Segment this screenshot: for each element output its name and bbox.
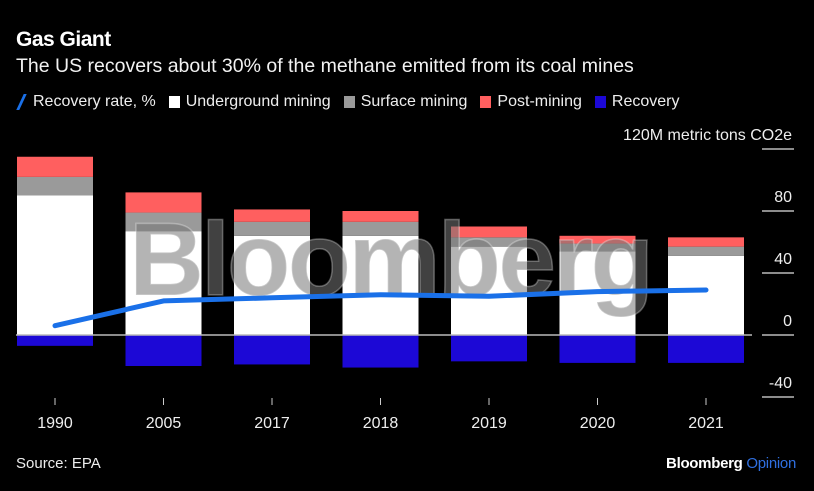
legend-label: Surface mining — [360, 93, 468, 110]
brand-logo: Bloomberg Opinion — [666, 455, 796, 472]
bar-post-mining-2021 — [668, 237, 744, 247]
chart-title: Gas Giant — [16, 28, 111, 51]
swatch-icon — [594, 96, 606, 108]
legend-label: Recovery — [611, 93, 680, 110]
legend-label: Recovery rate, % — [33, 93, 156, 110]
bar-underground-mining-2018 — [342, 235, 419, 335]
swatch-icon — [343, 96, 355, 108]
bar-surface-mining-2019 — [451, 237, 527, 247]
swatch-icon — [168, 96, 180, 108]
legend-item-post-mining: Post-mining — [480, 93, 582, 111]
bar-surface-mining-1990 — [17, 176, 93, 196]
legend-label: Underground mining — [185, 93, 331, 110]
bar-post-mining-2019 — [451, 226, 527, 238]
legend-item-underground: Underground mining — [168, 93, 331, 111]
bar-underground-mining-2005 — [125, 231, 202, 335]
bar-recovery-2018 — [342, 335, 419, 368]
y-tick-label: 80 — [774, 189, 792, 206]
bar-underground-mining-2021 — [668, 255, 744, 335]
bar-underground-mining-2019 — [451, 246, 527, 335]
bar-surface-mining-2017 — [234, 221, 310, 236]
bar-recovery-2021 — [668, 335, 744, 363]
bar-recovery-2017 — [234, 335, 310, 365]
bar-surface-mining-2018 — [342, 221, 419, 236]
bar-post-mining-2005 — [125, 192, 202, 213]
bar-post-mining-1990 — [17, 156, 93, 177]
y-tick-label: 120M metric tons CO2e — [623, 127, 792, 144]
bar-post-mining-2020 — [559, 235, 636, 244]
x-tick-label: 2020 — [580, 415, 616, 432]
y-tick-label: 40 — [774, 251, 792, 268]
bar-underground-mining-1990 — [17, 195, 93, 335]
bar-post-mining-2018 — [342, 211, 419, 222]
bar-surface-mining-2021 — [668, 246, 744, 256]
bar-post-mining-2017 — [234, 209, 310, 222]
y-tick-label: 0 — [783, 313, 792, 330]
legend-item-recovery: Recovery — [594, 93, 680, 111]
brand-accent: Opinion — [746, 455, 796, 472]
chart-subtitle: The US recovers about 30% of the methane… — [16, 55, 634, 77]
legend: Recovery rate, % Underground mining Surf… — [16, 93, 692, 111]
legend-item-recovery-rate: Recovery rate, % — [16, 93, 156, 111]
source-note: Source: EPA — [16, 455, 101, 472]
swatch-icon — [480, 96, 492, 108]
x-tick-label: 2017 — [254, 415, 290, 432]
bar-recovery-2005 — [125, 335, 202, 366]
bar-underground-mining-2017 — [234, 235, 310, 335]
bar-recovery-1990 — [17, 335, 93, 346]
brand-name: Bloomberg — [666, 455, 743, 472]
bar-surface-mining-2005 — [125, 212, 202, 232]
y-tick-label: -40 — [769, 375, 792, 392]
bar-recovery-2019 — [451, 335, 527, 362]
x-tick-label: 2005 — [146, 415, 182, 432]
legend-label: Post-mining — [497, 93, 582, 110]
x-tick-label: 1990 — [37, 415, 73, 432]
legend-item-surface: Surface mining — [343, 93, 468, 111]
x-tick-label: 2018 — [363, 415, 399, 432]
x-tick-label: 2021 — [688, 415, 724, 432]
bar-recovery-2020 — [559, 335, 636, 363]
x-tick-label: 2019 — [471, 415, 507, 432]
bar-surface-mining-2020 — [559, 243, 636, 252]
